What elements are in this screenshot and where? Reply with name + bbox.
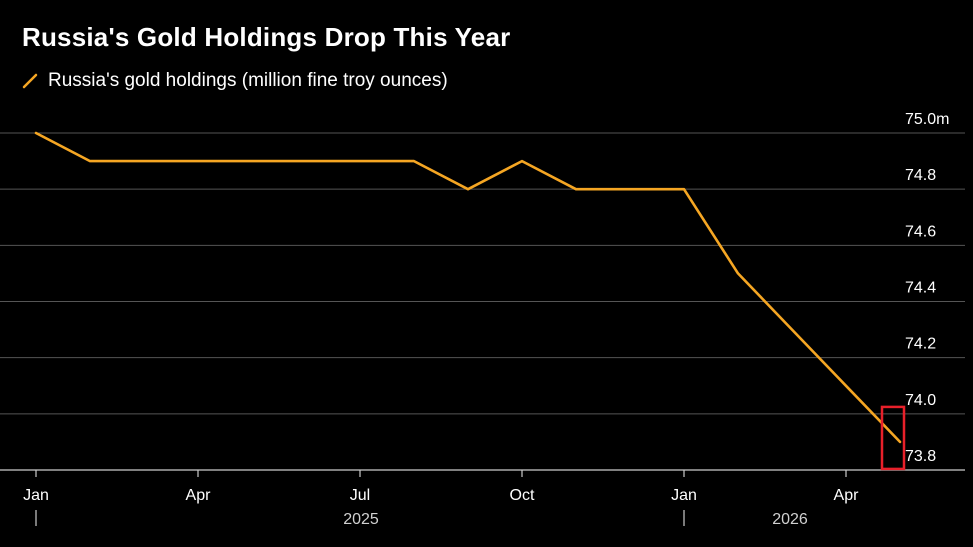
legend-label: Russia's gold holdings (million fine tro…	[48, 70, 448, 91]
x-tick-label-5: Apr	[834, 487, 860, 504]
x-tick-label-1: Apr	[186, 487, 212, 504]
legend: Russia's gold holdings (million fine tro…	[22, 70, 448, 92]
x-tick-label-3: Oct	[510, 487, 535, 504]
legend-line-icon	[22, 73, 38, 89]
highlight-box	[880, 405, 906, 471]
x-tick-label-0: Jan	[23, 487, 49, 504]
x-tick-label-2: Jul	[350, 487, 370, 504]
y-tick-label-6: 73.8	[905, 448, 936, 465]
series-line-0	[34, 131, 902, 444]
y-tick-label-0: 75.0m	[905, 111, 949, 128]
chart-title: Russia's Gold Holdings Drop This Year	[22, 22, 511, 52]
series	[34, 131, 902, 444]
highlight	[880, 405, 906, 471]
year-label-1: 2026	[772, 511, 808, 528]
y-tick-label-5: 74.0	[905, 392, 936, 409]
y-tick-label-4: 74.2	[905, 336, 936, 353]
y-tick-label-1: 74.8	[905, 167, 936, 184]
grid: 75.0m 74.8 74.6 74.4 74.2 74.0 73.8	[0, 111, 965, 471]
x-tick-label-4: Jan	[671, 487, 697, 504]
year-label-0: 2025	[343, 511, 379, 528]
y-tick-label-2: 74.6	[905, 223, 936, 240]
y-tick-label-3: 74.4	[905, 280, 936, 297]
x-axis: Jan Apr Jul Oct Jan Apr 2025 2026	[0, 469, 965, 528]
